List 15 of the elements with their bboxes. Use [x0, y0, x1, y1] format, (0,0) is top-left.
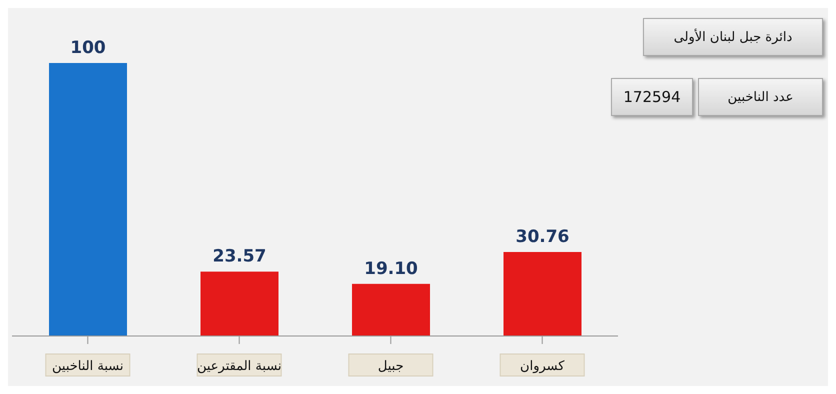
x-tick-label: نسبة المقترعين — [196, 359, 282, 374]
bar — [504, 252, 582, 336]
data-label: 100 — [70, 38, 106, 58]
bar — [200, 272, 278, 336]
text: 172594 — [611, 78, 693, 116]
text: عدد الناخبين — [698, 78, 823, 116]
x-tick-label: جبيل — [378, 359, 404, 374]
data-label: 30.76 — [516, 227, 570, 248]
bar — [49, 63, 127, 336]
bar — [352, 284, 430, 336]
text: دائرة جبل لبنان الأولى — [643, 18, 823, 56]
data-label: 23.57 — [212, 246, 266, 267]
x-tick-label: كسروان — [520, 359, 566, 374]
data-label: 19.10 — [364, 258, 418, 279]
x-tick-label: نسبة الناخبين — [52, 359, 124, 374]
